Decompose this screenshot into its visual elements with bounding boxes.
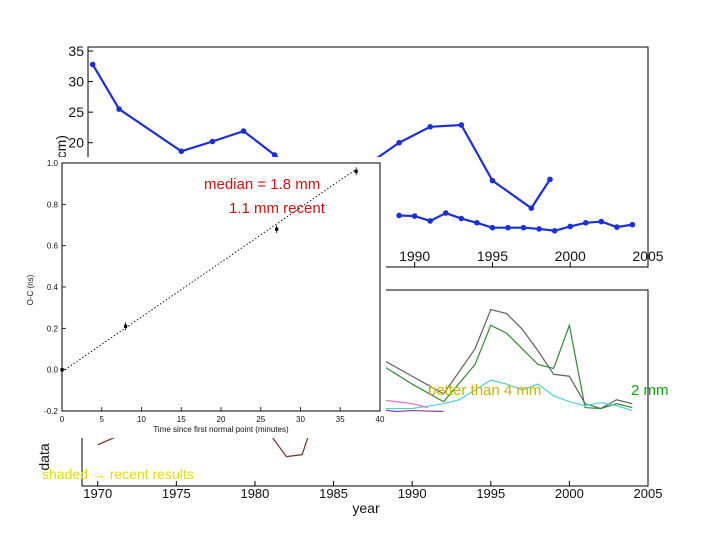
- inset-y-tick-label: 1.0: [47, 159, 59, 168]
- inset-x-tick-label: 25: [256, 415, 265, 424]
- inset-x-tick-label: 35: [336, 415, 345, 424]
- accuracy-point: [567, 223, 574, 230]
- inset-x-axis-label: Time since first normal point (minutes): [153, 425, 289, 434]
- accuracy-x-ticks: 1990 1995 2000 2005: [399, 248, 664, 267]
- accuracy-series-line: [399, 211, 633, 232]
- accuracy-point: [396, 139, 402, 146]
- inset-y-tick-label: -0.2: [44, 407, 58, 416]
- y-tick-label: 35: [68, 43, 84, 59]
- accuracy-point: [209, 138, 216, 145]
- accuracy-point: [582, 220, 589, 226]
- two-mm-annotation: 2 mm: [631, 382, 669, 399]
- x-tick-label: 2005: [634, 486, 663, 501]
- inset-background: [30, 157, 386, 438]
- accuracy-point: [520, 224, 527, 231]
- inset-point: [275, 227, 279, 231]
- accuracy-point: [458, 215, 465, 222]
- shaded-label: shaded: [42, 466, 88, 482]
- inset-y-tick-label: 0.0: [47, 366, 59, 375]
- recent-results-label: recent results: [109, 466, 194, 482]
- slide-title: Reaching the Millimeter Goal?: [172, 44, 548, 75]
- x-tick-label: 1970: [83, 486, 112, 501]
- accuracy-point: [271, 152, 278, 158]
- inset-fit-line: [61, 168, 357, 373]
- accuracy-point: [442, 210, 449, 216]
- data-x-ticks: 1970 1975 1980 1985 1990 1995 2000 2005: [83, 481, 662, 501]
- data-x-axis-label: year: [352, 500, 380, 516]
- accuracy-point: [489, 224, 496, 231]
- inset-y-tick-label: 0.4: [47, 283, 59, 292]
- x-tick-label: 1975: [162, 486, 191, 501]
- inset-x-tick-label: 30: [296, 415, 305, 424]
- x-tick-label: 1990: [398, 486, 427, 501]
- accuracy-y-ticks: 35 30 25 20: [68, 43, 93, 151]
- inset-point: [60, 368, 64, 372]
- accuracy-point: [116, 106, 122, 112]
- accuracy-point: [629, 221, 636, 228]
- x-tick-label: 1990: [399, 248, 430, 264]
- x-tick-label: 1980: [240, 486, 269, 501]
- inset-y-tick-label: 0.2: [47, 324, 59, 333]
- inset-y-axis-label: O-C (ns): [26, 274, 35, 305]
- x-tick-label: 2000: [555, 248, 586, 264]
- x-tick-label: 2005: [632, 248, 663, 264]
- accuracy-point: [598, 218, 605, 225]
- inset-point: [124, 324, 128, 328]
- shaded-annotation: shaded → recent results: [42, 466, 194, 482]
- inset-y-tick-label: 0.6: [47, 242, 59, 251]
- arrow-icon: →: [91, 466, 106, 482]
- inset-marks: [60, 167, 358, 374]
- accuracy-point: [427, 124, 434, 130]
- accuracy-point: [614, 224, 620, 230]
- inset-x-tick-label: 40: [376, 415, 385, 424]
- median-annotation: median = 1.8 mm: [204, 176, 321, 193]
- accuracy-point: [528, 205, 535, 211]
- x-tick-label: 1985: [319, 486, 348, 501]
- accuracy-point: [240, 128, 247, 134]
- y-tick-label: 20: [68, 135, 84, 151]
- inset-x-tick-label: 15: [177, 415, 186, 424]
- inset-chart: O-C (ns) Time since first normal point (…: [26, 157, 386, 438]
- inset-x-tick-label: 0: [60, 415, 65, 424]
- accuracy-point: [178, 148, 185, 155]
- better-than-annotation: better than 4 mm: [428, 382, 542, 399]
- inset-x-tick-label: 10: [137, 415, 146, 424]
- data-y-axis-label: data: [36, 443, 52, 470]
- accuracy-series: [89, 61, 636, 234]
- accuracy-point: [89, 61, 96, 68]
- accuracy-point: [551, 227, 558, 234]
- inset-ticks: 0 5 10 15 20 25 30 35 40 1.0 0.8 0.6 0.4 0.2 0.0 -0.2: [44, 159, 385, 424]
- x-tick-label: 1995: [477, 248, 508, 264]
- data-series-line: [317, 379, 633, 412]
- y-tick-label: 30: [68, 74, 84, 90]
- recent-annotation: 1.1 mm recent: [229, 200, 325, 217]
- accuracy-point: [411, 213, 418, 219]
- y-tick-label: 25: [68, 104, 84, 120]
- accuracy-point: [458, 122, 465, 128]
- x-tick-label: 2000: [555, 486, 584, 501]
- accuracy-point: [427, 218, 434, 224]
- accuracy-point: [505, 224, 511, 231]
- accuracy-point: [474, 220, 480, 226]
- inset-y-tick-label: 0.8: [47, 200, 59, 209]
- x-tick-label: 1995: [476, 486, 505, 501]
- accuracy-point: [547, 176, 553, 183]
- inset-x-tick-label: 5: [100, 415, 105, 424]
- data-series-line: [317, 308, 633, 410]
- accuracy-point: [396, 212, 402, 219]
- accuracy-point: [536, 226, 542, 232]
- data-series-line: [317, 323, 633, 410]
- accuracy-point: [489, 177, 496, 184]
- inset-x-tick-label: 20: [217, 415, 226, 424]
- inset-point: [354, 169, 358, 173]
